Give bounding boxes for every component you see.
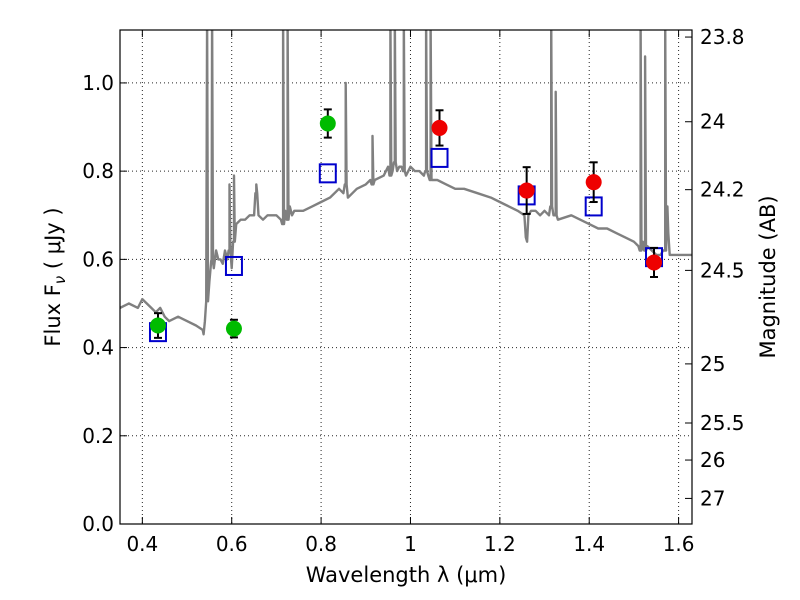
model-spectrum-line (120, 30, 692, 336)
model-photometry-square (430, 147, 449, 168)
x-tick-label: 0.4 (126, 532, 158, 556)
y-axis-label-unit: ( μJy ) (41, 207, 65, 275)
right-tick-label: 25 (700, 352, 725, 376)
x-tick-label: 1.6 (663, 532, 695, 556)
x-tick-label: 0.8 (305, 532, 337, 556)
right-tick-label: 25.5 (700, 411, 745, 435)
ticks-layer: 0.4 0.6 0.8 1 1.2 1.4 1.6 0.0 0.2 0.4 0.6 0.8 1.0 23.… (82, 25, 744, 556)
y-tick-label: 0.4 (82, 336, 114, 360)
right-axis-label: Magnitude (AB) (756, 195, 780, 358)
observed-point (646, 254, 663, 271)
y-tick-label: 1.0 (82, 71, 114, 95)
observed-point (585, 174, 602, 191)
x-tick-label: 1.4 (573, 532, 605, 556)
x-tick-label: 1 (404, 532, 417, 556)
right-tick-label: 24.2 (700, 178, 745, 202)
model-photometry-square (224, 255, 243, 276)
y-tick-label: 0.2 (82, 424, 114, 448)
observed-point (431, 119, 448, 136)
x-tick-label: 0.6 (216, 532, 248, 556)
y-tick-label: 0.6 (82, 247, 114, 271)
y-tick-label: 0.0 (82, 512, 114, 536)
right-tick-label: 24.5 (700, 258, 745, 282)
data-layer (120, 30, 692, 343)
y-axis-label-sub: ν (51, 276, 69, 284)
observed-point (225, 320, 242, 337)
y-axis-label: Flux Fν ( μJy ) (41, 207, 69, 346)
x-tick-label: 1.2 (484, 532, 516, 556)
y-tick-label: 0.8 (82, 159, 114, 183)
right-tick-label: 23.8 (700, 25, 745, 49)
y-axis-label-main: Flux F (41, 284, 65, 346)
right-tick-label: 26 (700, 448, 725, 472)
right-tick-label: 27 (700, 486, 725, 510)
right-tick-label: 24 (700, 110, 725, 134)
plot-frame (119, 29, 693, 525)
model-photometry-square (318, 163, 337, 184)
observed-point (518, 182, 535, 199)
observed-point (319, 115, 336, 132)
observed-point (149, 317, 166, 334)
x-axis-label: Wavelength λ (μm) (306, 563, 507, 587)
